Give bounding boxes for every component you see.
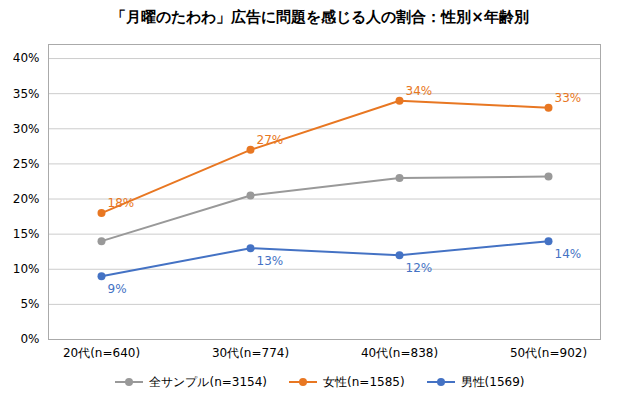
svg-text:14%: 14% — [555, 247, 582, 261]
svg-text:35%: 35% — [13, 87, 40, 101]
svg-text:10%: 10% — [13, 262, 40, 276]
svg-text:50代(n=902): 50代(n=902) — [510, 346, 587, 360]
svg-text:9%: 9% — [108, 282, 127, 296]
html-text:男性(1569): 男性(1569) — [460, 374, 525, 389]
svg-text:20%: 20% — [13, 192, 40, 206]
svg-text:25%: 25% — [13, 157, 40, 171]
svg-text:30代(n=774): 30代(n=774) — [212, 346, 289, 360]
svg-text:15%: 15% — [13, 227, 40, 241]
html-text:「月曜のたわわ」広告に問題を感じる人の割合：性別×年齢別: 「月曜のたわわ」広告に問題を感じる人の割合：性別×年齢別 — [111, 8, 529, 26]
svg-text:34%: 34% — [406, 84, 433, 98]
svg-text:20代(n=640): 20代(n=640) — [63, 346, 140, 360]
svg-text:27%: 27% — [257, 133, 284, 147]
svg-text:13%: 13% — [257, 254, 284, 268]
html-text:全サンプル(n=3154): 全サンプル(n=3154) — [149, 374, 267, 389]
svg-text:40%: 40% — [13, 51, 40, 65]
svg-text:30%: 30% — [13, 122, 40, 136]
svg-text:40代(n=838): 40代(n=838) — [361, 346, 438, 360]
svg-text:18%: 18% — [108, 196, 135, 210]
svg-text:12%: 12% — [406, 261, 433, 275]
svg-text:0%: 0% — [20, 332, 39, 346]
html-text:女性(n=1585): 女性(n=1585) — [323, 374, 405, 389]
svg-text:5%: 5% — [20, 297, 39, 311]
svg-text:33%: 33% — [555, 91, 582, 105]
